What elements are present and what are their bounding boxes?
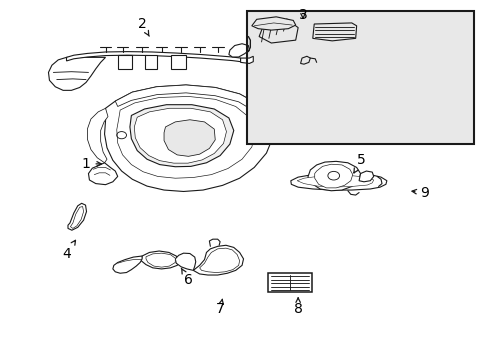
Polygon shape <box>251 17 295 30</box>
Text: 7: 7 <box>215 299 224 316</box>
Polygon shape <box>115 85 271 126</box>
Text: 6: 6 <box>181 268 192 287</box>
Polygon shape <box>130 105 233 167</box>
Polygon shape <box>141 251 180 269</box>
Polygon shape <box>314 164 352 188</box>
Polygon shape <box>134 108 226 163</box>
Polygon shape <box>300 56 310 64</box>
Polygon shape <box>240 56 253 63</box>
Text: 5: 5 <box>353 153 365 173</box>
Polygon shape <box>267 119 281 138</box>
Polygon shape <box>70 207 83 228</box>
Polygon shape <box>307 161 360 191</box>
Polygon shape <box>228 44 249 57</box>
Polygon shape <box>267 273 311 292</box>
Bar <box>118 55 132 69</box>
Polygon shape <box>259 22 298 43</box>
Text: 3: 3 <box>298 8 307 22</box>
Polygon shape <box>163 120 215 156</box>
Bar <box>246 12 473 144</box>
Polygon shape <box>66 51 240 62</box>
Polygon shape <box>87 108 108 163</box>
Text: 8: 8 <box>293 298 302 316</box>
Polygon shape <box>88 163 118 185</box>
Text: 2: 2 <box>138 17 149 36</box>
Polygon shape <box>113 256 142 273</box>
Bar <box>246 12 473 144</box>
Text: 4: 4 <box>62 240 75 261</box>
Bar <box>171 55 185 69</box>
Text: 1: 1 <box>81 157 101 171</box>
Polygon shape <box>199 248 239 273</box>
Polygon shape <box>146 253 175 267</box>
Polygon shape <box>68 203 86 230</box>
Text: 9: 9 <box>411 185 428 199</box>
Polygon shape <box>48 57 105 90</box>
Polygon shape <box>117 96 255 178</box>
Polygon shape <box>297 176 373 187</box>
Bar <box>144 55 157 69</box>
Polygon shape <box>104 85 273 192</box>
Polygon shape <box>175 253 195 270</box>
Polygon shape <box>358 171 373 182</box>
Polygon shape <box>312 23 356 41</box>
Polygon shape <box>193 245 243 275</box>
Polygon shape <box>290 174 386 190</box>
